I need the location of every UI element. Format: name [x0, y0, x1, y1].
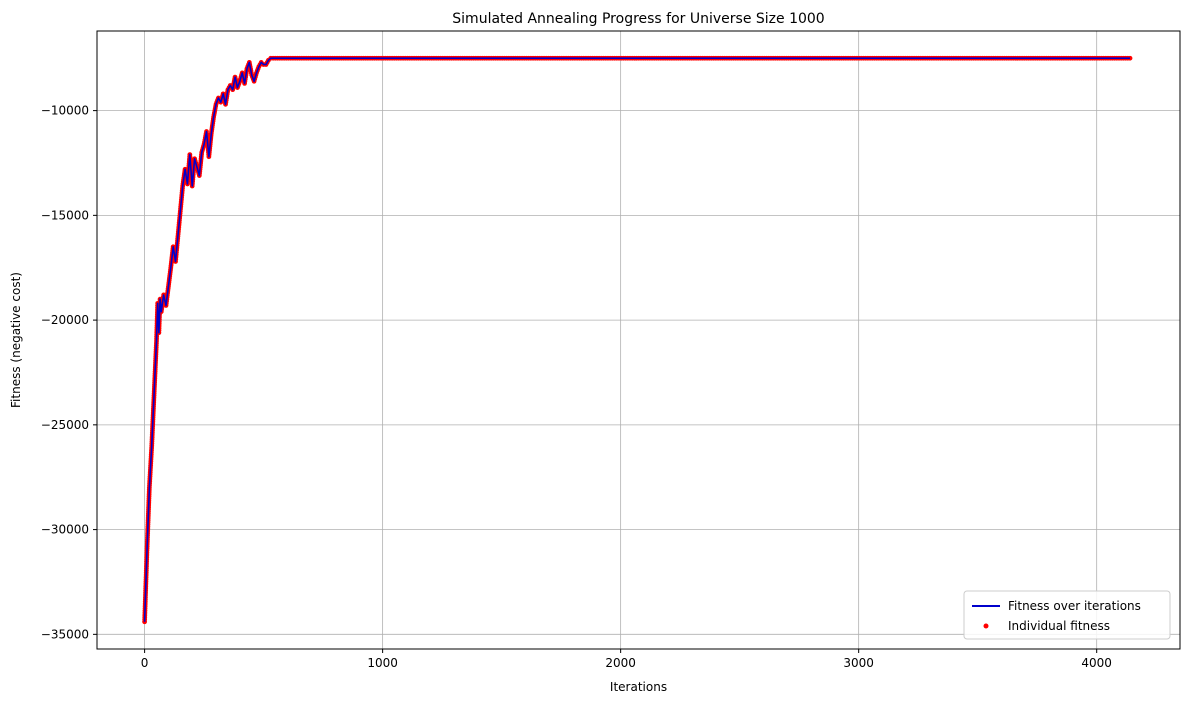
y-tick-label: −15000 [41, 208, 89, 222]
ticks: 0 1000 2000 3000 4000 −35000 −30000 −25000 −2000… [41, 104, 1112, 670]
legend-label-fitness-line: Fitness over iterations [1008, 599, 1141, 613]
legend-scatter-swatch [983, 623, 989, 629]
series-layer [142, 55, 1133, 625]
fitness-line [143, 57, 1130, 622]
chart-title: Simulated Annealing Progress for Univers… [452, 11, 824, 27]
x-tick-label: 2000 [605, 656, 636, 670]
grid [97, 31, 1180, 649]
legend-label-individual-fitness: Individual fitness [1008, 619, 1110, 633]
y-tick-label: −25000 [41, 418, 89, 432]
y-axis-label: Fitness (negative cost) [9, 272, 23, 408]
plot-frame [96, 30, 1181, 650]
x-tick-label: 3000 [843, 656, 874, 670]
x-tick-label: 4000 [1081, 656, 1112, 670]
x-tick-label: 1000 [367, 656, 398, 670]
y-tick-label: −20000 [41, 313, 89, 327]
legend-box [963, 590, 1171, 640]
y-tick-label: −30000 [41, 523, 89, 537]
y-tick-label: −10000 [41, 104, 89, 118]
fitness-point [1127, 55, 1133, 61]
x-axis-label: Iterations [610, 680, 667, 694]
y-tick-label: −35000 [41, 627, 89, 641]
legend: Fitness over iterations Individual fitne… [963, 590, 1171, 640]
x-tick-label: 0 [141, 656, 149, 670]
